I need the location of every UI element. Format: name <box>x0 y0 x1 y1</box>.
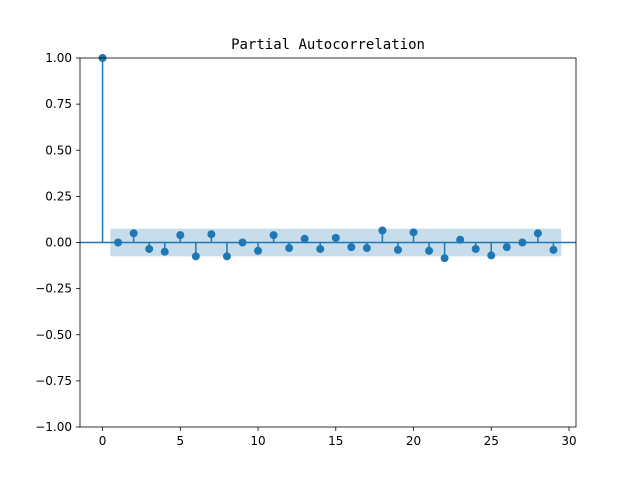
stem-marker-lag-15 <box>331 233 340 242</box>
y-tick-label: −1.00 <box>35 420 72 434</box>
axes-layer: 0 5 10 15 20 25 30 −1.00 −0.75 −0.50 −0.25 0.00 0.25… <box>35 51 576 448</box>
stem-marker-lag-8 <box>222 252 231 261</box>
y-tick-label: 1.00 <box>45 51 72 65</box>
stem-marker-lag-4 <box>160 247 169 256</box>
y-tick-label: 0.50 <box>45 143 72 157</box>
stem-marker-lag-27 <box>518 238 527 247</box>
stem-marker-lag-10 <box>254 246 263 255</box>
x-tick-label: 10 <box>250 434 265 448</box>
y-tick-label: −0.75 <box>35 374 72 388</box>
stem-marker-lag-18 <box>378 226 387 235</box>
stem-marker-lag-9 <box>238 238 247 247</box>
stem-marker-lag-1 <box>114 238 123 247</box>
stem-marker-lag-6 <box>191 252 200 261</box>
x-tick-label: 5 <box>176 434 184 448</box>
stem-marker-lag-2 <box>129 229 138 238</box>
stem-marker-lag-19 <box>393 245 402 254</box>
y-tick-label: −0.50 <box>35 328 72 342</box>
stem-marker-lag-29 <box>549 245 558 254</box>
stem-marker-lag-16 <box>347 243 356 252</box>
stem-marker-lag-5 <box>176 231 185 240</box>
stem-marker-lag-11 <box>269 231 278 240</box>
stem-marker-lag-25 <box>487 251 496 260</box>
x-tick-label: 25 <box>484 434 499 448</box>
x-tick-label: 20 <box>406 434 421 448</box>
stem-marker-lag-20 <box>409 228 418 237</box>
x-tick-label: 30 <box>561 434 576 448</box>
stem-marker-lag-23 <box>456 235 465 244</box>
stem-marker-lag-14 <box>316 244 325 253</box>
stem-marker-lag-21 <box>425 246 434 255</box>
stem-marker-lag-13 <box>300 234 309 243</box>
x-tick-label: 15 <box>328 434 343 448</box>
stem-marker-lag-26 <box>502 243 511 252</box>
y-tick-label: 0.25 <box>45 189 72 203</box>
stem-marker-lag-24 <box>471 244 480 253</box>
x-tick-label: 0 <box>99 434 107 448</box>
stem-marker-lag-17 <box>362 244 371 253</box>
y-tick-label: 0.75 <box>45 97 72 111</box>
stem-marker-lag-7 <box>207 230 216 239</box>
stem-marker-lag-3 <box>145 244 154 253</box>
stem-marker-lag-22 <box>440 254 449 263</box>
y-tick-label: −0.25 <box>35 282 72 296</box>
y-tick-label: 0.00 <box>45 236 72 250</box>
stem-marker-lag-12 <box>285 244 294 253</box>
chart-title: Partial Autocorrelation <box>231 37 425 53</box>
stem-marker-lag-28 <box>533 229 542 238</box>
